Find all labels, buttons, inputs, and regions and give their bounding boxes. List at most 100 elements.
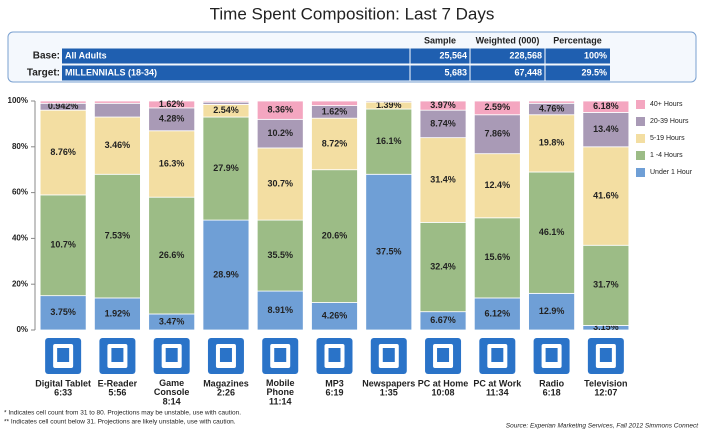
data-label: 3.97% bbox=[430, 100, 456, 110]
bar-segment bbox=[365, 100, 413, 103]
icon-detail bbox=[165, 348, 178, 362]
bar-segment bbox=[39, 295, 87, 331]
x-tick-label: Mobile Phone bbox=[266, 378, 295, 397]
legend-swatch bbox=[636, 100, 645, 109]
row-name: All Adults bbox=[65, 50, 107, 60]
icon-detail bbox=[545, 348, 558, 362]
x-tick-label: PC at Home bbox=[418, 378, 469, 388]
data-label: 1.39% bbox=[376, 100, 402, 110]
source: Source: Experian Marketing Services, Fal… bbox=[506, 423, 699, 430]
table-cell: 29.5% bbox=[581, 67, 607, 77]
legend-label: 5-19 Hours bbox=[650, 135, 685, 142]
legend-label: 40+ Hours bbox=[650, 101, 683, 108]
table-header: Percentage bbox=[553, 35, 602, 45]
x-tick-label: Television bbox=[584, 378, 627, 388]
data-label: 3.15% bbox=[593, 322, 619, 332]
bar-segment bbox=[311, 100, 358, 106]
x-tick-time: 11:34 bbox=[486, 387, 509, 397]
data-label: 15.6% bbox=[485, 252, 511, 262]
x-tick-time: 8:14 bbox=[163, 396, 181, 406]
data-label: 6.18% bbox=[593, 101, 619, 111]
bar-segment bbox=[94, 297, 141, 331]
x-tick-line: Console bbox=[154, 387, 190, 397]
x-tick-label: Digital Tablet bbox=[35, 378, 91, 388]
bar-segment bbox=[473, 100, 521, 116]
row-name: MILLENNIALS (18-34) bbox=[65, 67, 157, 77]
bar-segment bbox=[582, 100, 630, 113]
icon-detail bbox=[57, 348, 70, 362]
data-label: 10.7% bbox=[50, 240, 76, 250]
bar-segment bbox=[148, 196, 196, 315]
icon-detail bbox=[219, 348, 232, 362]
x-tick-line: Phone bbox=[266, 387, 294, 397]
data-label: 8.72% bbox=[322, 138, 348, 148]
bar-segment bbox=[528, 171, 575, 294]
x-tick-line: Game bbox=[159, 378, 184, 388]
chart-title: Time Spent Composition: Last 7 Days bbox=[210, 4, 495, 23]
data-label: 10.2% bbox=[267, 128, 293, 138]
data-label: 41.6% bbox=[593, 190, 619, 200]
table-row-band bbox=[62, 65, 610, 81]
bar-segment bbox=[94, 100, 141, 104]
bar-segment bbox=[148, 100, 196, 109]
bar-segment bbox=[419, 221, 467, 313]
data-label: 2.59% bbox=[485, 102, 511, 112]
x-tick-label: PC at Work bbox=[473, 378, 522, 388]
data-label: 37.5% bbox=[376, 247, 402, 257]
icon-detail bbox=[382, 348, 395, 362]
y-tick-label: 100% bbox=[8, 96, 28, 105]
icon-detail bbox=[274, 348, 287, 362]
bar-segment bbox=[582, 244, 630, 326]
data-label: 2.54% bbox=[213, 105, 239, 115]
data-label: 32.4% bbox=[430, 261, 456, 271]
icon-detail bbox=[599, 348, 612, 362]
footnote: ** Indicates cell count below 31. Projec… bbox=[4, 419, 236, 426]
bar-segment bbox=[39, 109, 87, 196]
data-label: 0.942% bbox=[48, 101, 79, 111]
data-label: 8.76% bbox=[50, 147, 76, 157]
data-label: 6.12% bbox=[485, 308, 511, 318]
data-label: 26.6% bbox=[159, 250, 185, 260]
data-label: 8.36% bbox=[267, 105, 293, 115]
data-label: 4.76% bbox=[539, 103, 565, 113]
x-tick-time: 2:26 bbox=[217, 387, 235, 397]
data-label: 4.26% bbox=[322, 311, 348, 321]
bar-segment bbox=[148, 130, 196, 198]
table-cell: 100% bbox=[584, 50, 607, 60]
bar-segment bbox=[256, 147, 304, 221]
legend-label: Under 1 Hour bbox=[650, 169, 693, 176]
legend-swatch bbox=[636, 168, 645, 177]
data-label: 8.91% bbox=[267, 305, 293, 315]
bar-segment bbox=[202, 100, 250, 103]
table-cell: 228,568 bbox=[509, 50, 542, 60]
bar-segment bbox=[256, 100, 304, 120]
x-tick-time: 12:07 bbox=[594, 387, 617, 397]
data-label: 1.62% bbox=[159, 99, 185, 109]
bar-segment bbox=[94, 173, 141, 299]
bar-segment bbox=[39, 100, 87, 104]
data-label: 16.1% bbox=[376, 136, 402, 146]
data-label: 12.4% bbox=[485, 180, 511, 190]
bar-segment bbox=[419, 100, 467, 111]
table-row-band bbox=[62, 48, 610, 64]
table-cell: 25,564 bbox=[439, 50, 467, 60]
legend-swatch bbox=[636, 134, 645, 143]
data-label: 8.74% bbox=[430, 118, 456, 128]
bar-segment bbox=[256, 118, 304, 149]
data-label: 31.7% bbox=[593, 280, 619, 290]
data-label: 30.7% bbox=[267, 178, 293, 188]
row-label: Target: bbox=[27, 68, 60, 79]
x-tick-time: 10:08 bbox=[432, 387, 455, 397]
bar-segment bbox=[202, 116, 250, 221]
footnote: * Indicates cell count from 31 to 80. Pr… bbox=[4, 410, 241, 417]
data-label: 16.3% bbox=[159, 158, 185, 168]
data-label: 3.75% bbox=[50, 307, 76, 317]
x-tick-time: 6:18 bbox=[543, 387, 561, 397]
data-label: 46.1% bbox=[539, 227, 565, 237]
y-tick-label: 80% bbox=[12, 142, 28, 151]
legend-label: 1 -4 Hours bbox=[650, 152, 683, 159]
bar-segment bbox=[582, 112, 630, 148]
bar-segment bbox=[473, 297, 521, 331]
legend-swatch bbox=[636, 117, 645, 126]
